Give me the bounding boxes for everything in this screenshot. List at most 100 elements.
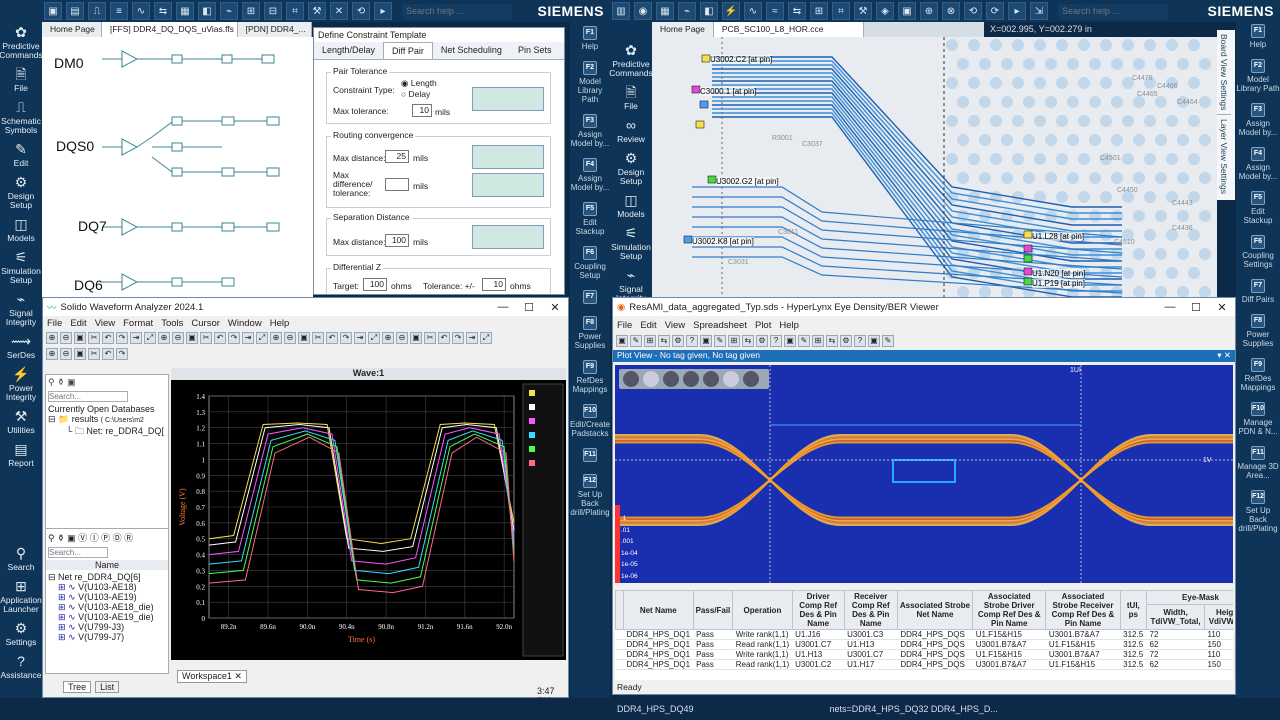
toolbar-button[interactable]: ⊕ [46, 332, 58, 344]
toolbar-button[interactable]: ▣ [868, 335, 880, 347]
toolbar-button[interactable]: ? [686, 335, 698, 347]
toolbar-button[interactable]: ▣ [74, 332, 86, 344]
toolbar-btn[interactable]: ⚡ [722, 2, 740, 20]
toolbar-btn[interactable]: ⇲ [1030, 2, 1048, 20]
fkey-item[interactable]: F8 Power Supplies [570, 316, 610, 350]
column-header[interactable]: Associated Strobe Net Name [896, 590, 974, 630]
fkey-item[interactable]: F5 Edit Stackup [570, 202, 610, 236]
toolbar-button[interactable]: ⇆ [658, 335, 670, 347]
tab-pin-sets[interactable]: Pin Sets [517, 45, 552, 55]
toolbar-btn[interactable]: ◧ [198, 2, 216, 20]
rail-item[interactable]: ⟿ SerDes [0, 333, 42, 360]
waveform-chart[interactable]: 0 0.1 0.2 0.3 0.4 0.5 0.6 0.7 0.8 0.9 1 1.1 1.2 1.3 1.… [171, 380, 566, 660]
toolbar-button[interactable]: ✂ [200, 332, 212, 344]
menu-item[interactable]: Edit [640, 319, 657, 331]
fkey-item[interactable]: F2 Model Library Path [1236, 59, 1280, 93]
tolerance-z-input[interactable]: 10 [482, 278, 506, 291]
fkey-item[interactable]: F1 Help [570, 26, 610, 51]
table-row[interactable]: DDR4_HPS_DQ1 Pass Write rank(1,1) U1.H13 U30… [615, 649, 1233, 660]
target-z-input[interactable]: 100 [363, 278, 387, 291]
toolbar-btn[interactable]: ⟲ [352, 2, 370, 20]
toolbar-button[interactable]: ↷ [340, 332, 352, 344]
mid-rail-item[interactable]: ⚟ Simulation Setup [610, 225, 652, 261]
pin-marker[interactable] [1023, 267, 1033, 276]
toolbar-button[interactable]: ⊖ [396, 332, 408, 344]
menu-item[interactable]: View [664, 319, 686, 331]
toolbar-button[interactable]: ⇆ [742, 335, 754, 347]
max-difference-input[interactable] [385, 178, 409, 191]
table-row[interactable]: DDR4_HPS_DQ1 Pass Write rank(1,1) U1.J16 U30… [615, 629, 1233, 640]
table-row[interactable]: DDR4_HPS_DQ1 Pass Read rank(1,1) U3001.C2 U1… [615, 659, 1233, 670]
row-selector[interactable] [615, 649, 624, 660]
toolbar-button[interactable]: ⤢ [256, 332, 268, 344]
toolbar-btn[interactable]: ⊟ [264, 2, 282, 20]
toolbar-button[interactable]: ✎ [798, 335, 810, 347]
toolbar-btn[interactable]: ⊗ [942, 2, 960, 20]
rail-item[interactable]: ✿ Predictive Commands [0, 24, 43, 60]
toolbar-btn[interactable]: ⟳ [986, 2, 1004, 20]
rail-item[interactable]: ⚙ Settings [0, 620, 42, 647]
toolbar-button[interactable]: ⊕ [158, 332, 170, 344]
menu-item[interactable]: Plot [754, 319, 772, 331]
toolbar-btn[interactable]: ≡ [110, 2, 128, 20]
close-button[interactable]: ✕ [1217, 301, 1227, 314]
toolbar-button[interactable]: ✎ [630, 335, 642, 347]
routing-max-distance-input[interactable]: 25 [385, 150, 409, 163]
toolbar-button[interactable]: ▣ [616, 335, 628, 347]
pin-marker[interactable] [1023, 277, 1033, 286]
menu-item[interactable]: Window [227, 317, 262, 329]
menu-item[interactable]: File [617, 319, 633, 331]
max-tolerance-input[interactable]: 10 [412, 104, 432, 117]
column-header[interactable]: Driver Comp Ref Des & Pin Name [791, 590, 845, 630]
rail-item[interactable]: ✎ Edit [0, 141, 42, 168]
rail-item[interactable]: ⚒ Utilities [0, 408, 42, 435]
toolbar-button[interactable]: ⊖ [60, 332, 72, 344]
maximize-button[interactable]: ☐ [524, 301, 534, 314]
toolbar-button[interactable]: ⚙ [840, 335, 852, 347]
fkey-item[interactable]: F7 [570, 290, 610, 306]
row-selector[interactable] [615, 629, 624, 640]
rail-item[interactable]: ⚙ Design Setup [0, 174, 42, 210]
toolbar-button[interactable]: ▣ [410, 332, 422, 344]
menu-item[interactable]: Edit [70, 317, 87, 329]
pin-marker[interactable] [701, 54, 711, 63]
fkey-item[interactable]: F11 Manage 3D Area... [1236, 446, 1280, 480]
toolbar-button[interactable]: ↶ [326, 332, 338, 344]
toolbar-button[interactable]: ▣ [298, 332, 310, 344]
signal-search-input[interactable] [48, 547, 108, 558]
fkey-item[interactable]: F1 Help [1236, 24, 1280, 49]
fkey-item[interactable]: F6 Coupling Setup [570, 246, 610, 280]
fkey-item[interactable]: F4 Assign Model by... [570, 158, 610, 192]
toolbar-button[interactable]: ↷ [116, 332, 128, 344]
toolbar-btn[interactable]: ◈ [876, 2, 894, 20]
column-header[interactable]: Associated Strobe Driver Comp Ref Des & … [972, 590, 1047, 630]
toolbar-button[interactable]: ✂ [312, 332, 324, 344]
toolbar-btn[interactable]: ⌗ [286, 2, 304, 20]
column-header[interactable]: Eye-Mask [1146, 590, 1233, 606]
db-search-input[interactable] [48, 391, 128, 402]
toolbar-btn[interactable]: ⌗ [832, 2, 850, 20]
rail-item[interactable]: ⊞ Application Launcher [0, 578, 42, 614]
toolbar-btn[interactable]: ▸ [374, 2, 392, 20]
fkey-item[interactable]: F11 [570, 448, 610, 464]
radio-length[interactable]: ◉ Length [401, 78, 437, 88]
toolbar-button[interactable]: ⇥ [130, 332, 142, 344]
tab-pcb[interactable]: PCB_SC100_L8_HOR.cce [713, 22, 864, 37]
toolbar-btn[interactable]: ∿ [132, 2, 150, 20]
signal-item[interactable]: ⊞ ∿ V(U103-AE19_die) [48, 612, 166, 622]
toolbar-btn[interactable]: ◉ [634, 2, 652, 20]
menu-item[interactable]: View [94, 317, 116, 329]
help-search-input[interactable] [402, 3, 512, 19]
rail-item[interactable]: 🗎 File [0, 66, 42, 93]
toolbar-btn[interactable]: ▸ [1008, 2, 1026, 20]
rail-item[interactable]: ◫ Models [0, 216, 42, 243]
toolbar-button[interactable]: ✎ [882, 335, 894, 347]
minimize-button[interactable]: — [497, 300, 509, 313]
fkey-item[interactable]: F10 Edit/Create Padstacks [570, 404, 610, 438]
column-header[interactable]: Pass/Fail [692, 590, 734, 630]
fkey-item[interactable]: F9 RefDes Mappings [1236, 358, 1280, 392]
plot-tool-5[interactable] [703, 371, 719, 387]
column-header[interactable]: Net Name [623, 590, 694, 630]
plot-tool-2[interactable] [643, 371, 659, 387]
toolbar-btn[interactable]: ⎍ [88, 2, 106, 20]
